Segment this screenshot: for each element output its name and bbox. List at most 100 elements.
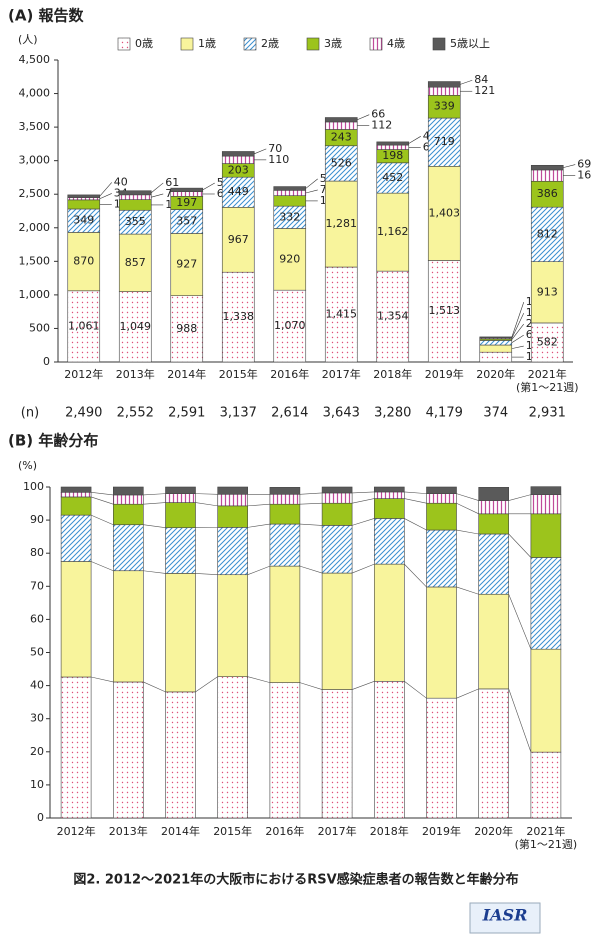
legend-label: 2歳 [261, 37, 279, 50]
bar-segment [217, 493, 248, 507]
y-tick-label: 100 [23, 480, 44, 493]
bar-segment [324, 145, 358, 182]
bar-segment [217, 505, 248, 528]
connector [143, 681, 166, 693]
value-label: 582 [537, 335, 558, 348]
value-label: 812 [537, 227, 558, 240]
leader-line [254, 148, 267, 155]
bar-segment [373, 491, 405, 499]
x-tick-label: 2020年 [476, 367, 515, 381]
x-tick-label: 2014年 [167, 367, 206, 381]
bar-segment [426, 586, 457, 699]
leader-line [460, 79, 473, 85]
value-label: 349 [73, 214, 94, 227]
leader-line [99, 193, 112, 199]
bar-segment [530, 486, 562, 495]
connector [352, 498, 375, 504]
bar-segment [165, 486, 196, 494]
bar-segment [478, 487, 510, 501]
value-label: 386 [537, 187, 558, 200]
bar-segment [118, 199, 152, 211]
bar-segment [113, 494, 144, 505]
x-tick-label: 2019年 [425, 367, 464, 381]
value-label: 84 [474, 73, 488, 86]
connector [247, 523, 270, 528]
legend-swatch [432, 37, 446, 51]
total-label: 3,643 [323, 406, 360, 421]
bar-segment [118, 291, 152, 363]
x-tick-label: 2012年 [57, 824, 96, 838]
connector [351, 563, 375, 574]
x-tick-label: 2018年 [370, 824, 409, 838]
x-tick-label: 2017年 [322, 367, 361, 381]
total-label: 2,490 [65, 406, 102, 421]
bar-segment [530, 513, 562, 558]
legend-swatch [243, 37, 257, 51]
bar-segment [165, 493, 196, 503]
leader-line [511, 334, 524, 343]
bar-segment [217, 486, 248, 495]
legend-label: 5歳以上 [450, 37, 490, 50]
bar-segment [60, 486, 92, 493]
bar-segment [165, 691, 196, 819]
y-tick-label: 4,000 [19, 87, 51, 100]
x-tick-label: 2017年 [318, 824, 357, 838]
legend-swatch [180, 37, 194, 51]
total-label: 3,137 [220, 406, 257, 421]
connector [456, 688, 479, 699]
bar-segment [269, 523, 301, 567]
legend-swatch [117, 37, 131, 51]
connector [195, 502, 218, 507]
value-label: 355 [125, 215, 146, 228]
connector [508, 688, 532, 753]
bar-segment [170, 295, 204, 363]
value-label: 339 [434, 100, 455, 113]
y-tick-label: 0 [43, 355, 50, 368]
bar-segment [530, 180, 564, 208]
bar-segment [426, 486, 457, 494]
y-tick-label: 2,500 [19, 187, 51, 200]
total-label: 2,591 [168, 406, 205, 421]
y-tick-label: 500 [29, 321, 50, 334]
x-tick-label: 2015年 [219, 367, 258, 381]
leader-line [151, 193, 164, 198]
bar-segment [60, 491, 92, 498]
connector [247, 503, 270, 507]
x-tick-label: 2019年 [422, 824, 461, 838]
bar-segment [269, 682, 301, 819]
bar-segment [321, 689, 353, 819]
value-label: 967 [228, 233, 249, 246]
y-axis-label: (%) [18, 459, 37, 472]
chart-title: (A) 報告数 [8, 7, 85, 25]
bar-segment [479, 344, 513, 353]
bar-segment [530, 164, 564, 171]
bar-segment [67, 194, 101, 198]
bar-segment [221, 155, 255, 164]
bar-segment [324, 180, 358, 268]
value-label: 927 [176, 258, 197, 271]
connector [351, 681, 375, 690]
value-label: 61 [165, 176, 179, 189]
connector [299, 523, 323, 526]
bar-segment [479, 336, 513, 339]
y-tick-label: 0 [37, 811, 44, 824]
value-label: 70 [268, 142, 282, 155]
bar-segment [113, 570, 144, 683]
bar-segment [324, 117, 358, 123]
bar-segment [426, 502, 457, 531]
value-label: 526 [331, 156, 352, 169]
value-label: 1,281 [326, 217, 358, 230]
connector [352, 518, 375, 526]
bar-segment [530, 751, 562, 819]
y-tick-label: 20 [30, 745, 44, 758]
y-tick-label: 60 [30, 612, 44, 625]
leader-line [99, 182, 112, 197]
y-tick-label: 40 [30, 679, 44, 692]
bar-segment [427, 166, 461, 261]
bar-segment [170, 233, 204, 296]
total-label: 2,931 [529, 406, 566, 421]
bar-segment [269, 503, 301, 525]
y-tick-label: 1,000 [19, 288, 51, 301]
legend-label: 0歳 [135, 37, 153, 50]
y-tick-label: 10 [30, 778, 44, 791]
